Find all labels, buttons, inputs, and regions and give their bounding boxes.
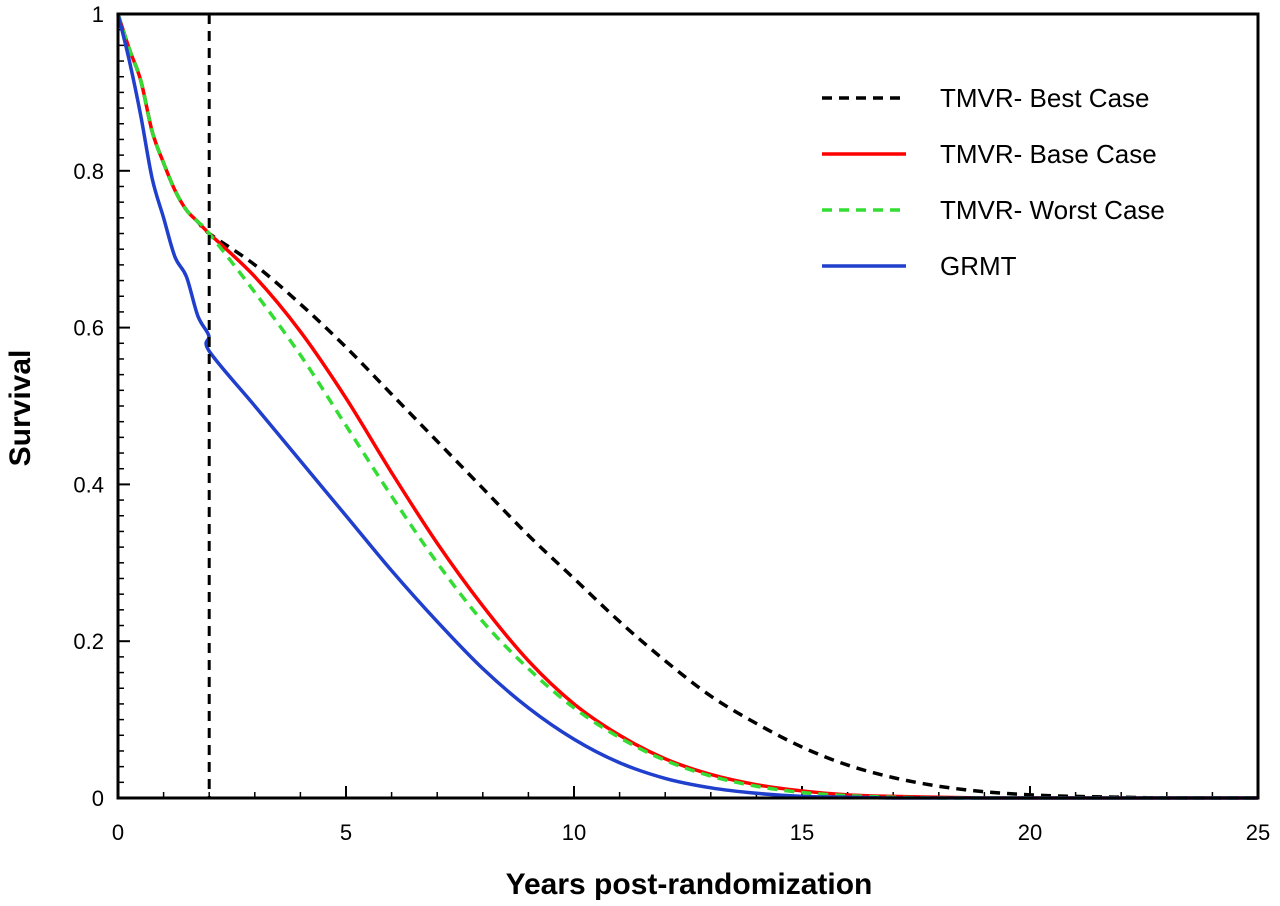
y-tick-label: 0.4: [73, 472, 104, 497]
series-line-tmvr-worst-case: [116, 13, 1258, 800]
x-axis-title: Years post-randomization: [506, 868, 873, 901]
y-tick-label: 0: [92, 786, 104, 811]
y-tick-label: 0.2: [73, 629, 104, 654]
x-tick-label: 25: [1246, 820, 1270, 845]
x-tick-label: 15: [790, 820, 814, 845]
x-tick-label: 20: [1018, 820, 1042, 845]
x-tick-label: 0: [112, 820, 124, 845]
legend-label-tmvr-best-case: TMVR- Best Case: [940, 83, 1150, 113]
legend-label-tmvr-worst-case: TMVR- Worst Case: [940, 195, 1165, 225]
legend: TMVR- Best Case TMVR- Base Case TMVR- Wors…: [822, 83, 1165, 281]
x-tick-labels: 0 5 10 15 20 25: [112, 820, 1270, 845]
x-tick-label: 5: [340, 820, 352, 845]
y-tick-label: 1: [92, 2, 104, 27]
plot-frame: [116, 12, 1260, 800]
y-tick-labels: 0 0.2 0.4 0.6 0.8 1: [73, 2, 104, 811]
x-tick-label: 10: [562, 820, 586, 845]
y-tick-label: 0.8: [73, 159, 104, 184]
y-tick-label: 0.6: [73, 316, 104, 341]
legend-label-grmt: GRMT: [940, 251, 1017, 281]
legend-label-tmvr-base-case: TMVR- Base Case: [940, 139, 1157, 169]
y-axis-title: Survival: [4, 350, 37, 467]
